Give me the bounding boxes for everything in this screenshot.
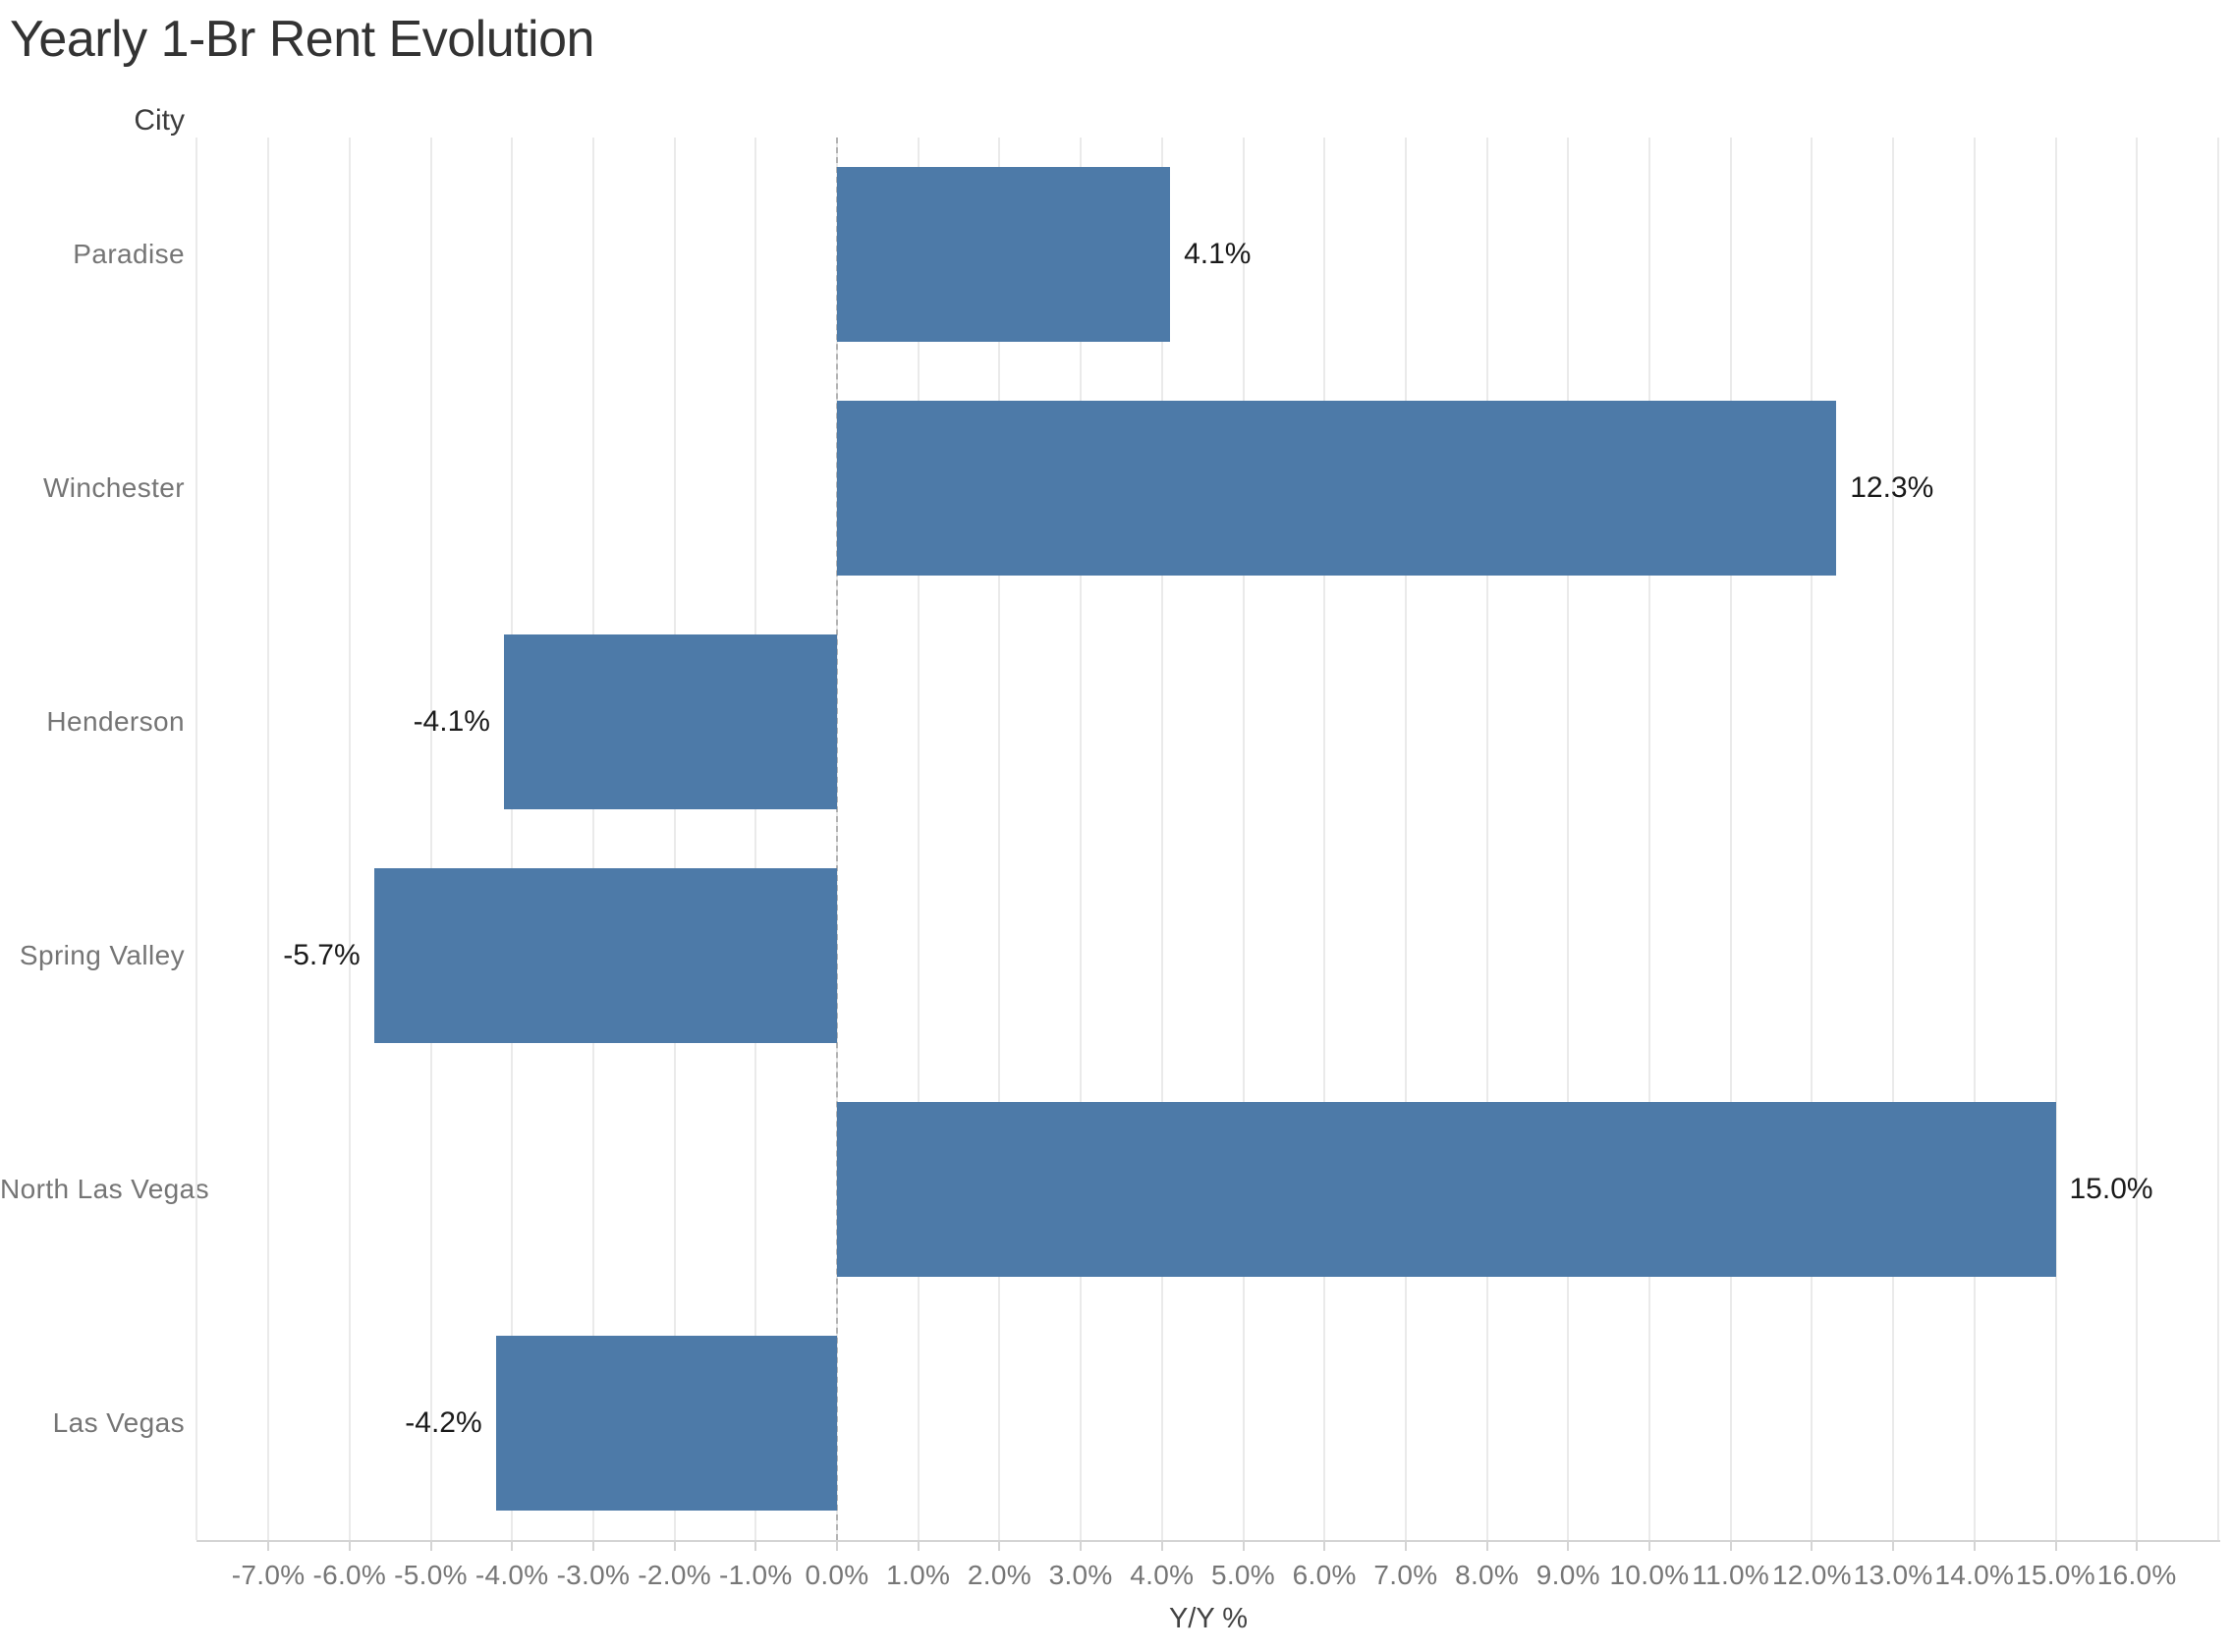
- x-tick-mark: [1648, 1542, 1650, 1551]
- x-tick-mark: [1567, 1542, 1570, 1551]
- gridline: [998, 138, 1001, 1540]
- bar-las-vegas[interactable]: [495, 1336, 837, 1511]
- gridline: [1567, 138, 1570, 1540]
- x-axis-title: Y/Y %: [1168, 1603, 1249, 1634]
- bar-value-label-winchester: 12.3%: [1850, 471, 1934, 504]
- x-tick-label: 14.0%: [1934, 1560, 2015, 1590]
- category-label-paradise[interactable]: Paradise: [73, 239, 185, 269]
- bar-winchester[interactable]: [837, 401, 1837, 576]
- gridline: [1404, 138, 1407, 1540]
- x-tick-label: 6.0%: [1292, 1560, 1357, 1590]
- x-tick-label: 10.0%: [1609, 1560, 1690, 1590]
- x-tick-mark: [429, 1542, 432, 1551]
- gridline: [2217, 138, 2219, 1540]
- x-tick-label: 8.0%: [1455, 1560, 1520, 1590]
- x-tick-label: 16.0%: [2096, 1560, 2177, 1590]
- x-tick-mark: [511, 1542, 514, 1551]
- bar-henderson[interactable]: [503, 634, 837, 809]
- bar-value-label-spring-valley: -5.7%: [283, 939, 361, 971]
- x-tick-mark: [591, 1542, 594, 1551]
- x-axis-line: [196, 1540, 2220, 1542]
- x-tick-label: -2.0%: [638, 1560, 711, 1590]
- x-tick-mark: [2136, 1542, 2139, 1551]
- bar-north-las-vegas[interactable]: [837, 1102, 2056, 1277]
- bar-value-label-north-las-vegas: 15.0%: [2069, 1173, 2153, 1205]
- x-tick-label: 12.0%: [1771, 1560, 1852, 1590]
- x-tick-mark: [1080, 1542, 1083, 1551]
- x-tick-mark: [1160, 1542, 1163, 1551]
- gridline: [2136, 138, 2139, 1540]
- gridline: [2054, 138, 2057, 1540]
- category-label-spring-valley[interactable]: Spring Valley: [19, 940, 185, 970]
- x-tick-label: -7.0%: [231, 1560, 306, 1590]
- category-label-winchester[interactable]: Winchester: [42, 472, 185, 503]
- gridline: [673, 138, 676, 1540]
- gridline: [917, 138, 920, 1540]
- gridline: [348, 138, 351, 1540]
- category-label-henderson[interactable]: Henderson: [46, 706, 185, 737]
- plot-area: 4.1% 12.3% -4.1% -5.7% 15.0% -4.2%: [195, 138, 2220, 1540]
- x-tick-label: -4.0%: [474, 1560, 549, 1590]
- gridline: [1485, 138, 1488, 1540]
- bar-paradise[interactable]: [837, 167, 1171, 342]
- x-tick-mark: [754, 1542, 757, 1551]
- x-tick-label: -6.0%: [312, 1560, 387, 1590]
- x-tick-label: 4.0%: [1130, 1560, 1195, 1590]
- x-tick-label: 7.0%: [1373, 1560, 1438, 1590]
- gridline: [1892, 138, 1895, 1540]
- x-tick-label: 0.0%: [805, 1560, 869, 1590]
- bar-value-label-paradise: 4.1%: [1184, 238, 1252, 270]
- x-tick-mark: [1892, 1542, 1895, 1551]
- gridline: [1729, 138, 1732, 1540]
- x-tick-mark: [1242, 1542, 1245, 1551]
- x-tick-mark: [267, 1542, 270, 1551]
- gridline: [429, 138, 432, 1540]
- x-tick-label: 2.0%: [967, 1560, 1032, 1590]
- x-tick-mark: [2054, 1542, 2057, 1551]
- gridline: [1323, 138, 1326, 1540]
- x-tick-label: -5.0%: [394, 1560, 468, 1590]
- gridline: [1242, 138, 1245, 1540]
- x-tick-mark: [673, 1542, 676, 1551]
- gridline: [195, 138, 197, 1540]
- gridline: [754, 138, 757, 1540]
- category-label-las-vegas[interactable]: Las Vegas: [52, 1407, 185, 1438]
- gridline: [1160, 138, 1163, 1540]
- x-tick-label: 15.0%: [2016, 1560, 2095, 1590]
- x-tick-label: 3.0%: [1048, 1560, 1113, 1590]
- gridline: [511, 138, 514, 1540]
- x-tick-mark: [836, 1542, 838, 1551]
- bar-value-label-las-vegas: -4.2%: [405, 1406, 482, 1439]
- y-axis-title: City: [134, 104, 185, 137]
- chart-title: Yearly 1-Br Rent Evolution: [10, 11, 594, 68]
- x-tick-mark: [1404, 1542, 1407, 1551]
- gridline: [1080, 138, 1083, 1540]
- x-tick-mark: [1485, 1542, 1488, 1551]
- x-tick-mark: [998, 1542, 1001, 1551]
- x-tick-label: -1.0%: [718, 1560, 793, 1590]
- x-tick-mark: [1323, 1542, 1326, 1551]
- x-tick-mark: [917, 1542, 920, 1551]
- x-tick-mark: [1973, 1542, 1976, 1551]
- zero-reference-line: [836, 138, 838, 1540]
- bar-value-label-henderson: -4.1%: [413, 705, 490, 738]
- gridline: [1811, 138, 1814, 1540]
- gridline: [591, 138, 594, 1540]
- x-tick-label: 11.0%: [1692, 1560, 1770, 1590]
- x-tick-mark: [1811, 1542, 1814, 1551]
- x-tick-mark: [348, 1542, 351, 1551]
- gridline: [267, 138, 270, 1540]
- x-tick-label: 5.0%: [1210, 1560, 1276, 1590]
- x-tick-label: 13.0%: [1853, 1560, 1933, 1590]
- category-label-north-las-vegas[interactable]: North Las Vegas: [0, 1174, 210, 1204]
- x-tick-label: 1.0%: [886, 1560, 951, 1590]
- x-tick-label: 9.0%: [1535, 1560, 1600, 1590]
- gridline: [1648, 138, 1650, 1540]
- bar-spring-valley[interactable]: [373, 868, 837, 1043]
- gridline: [1973, 138, 1976, 1540]
- x-tick-label: -3.0%: [556, 1560, 631, 1590]
- x-tick-mark: [1729, 1542, 1732, 1551]
